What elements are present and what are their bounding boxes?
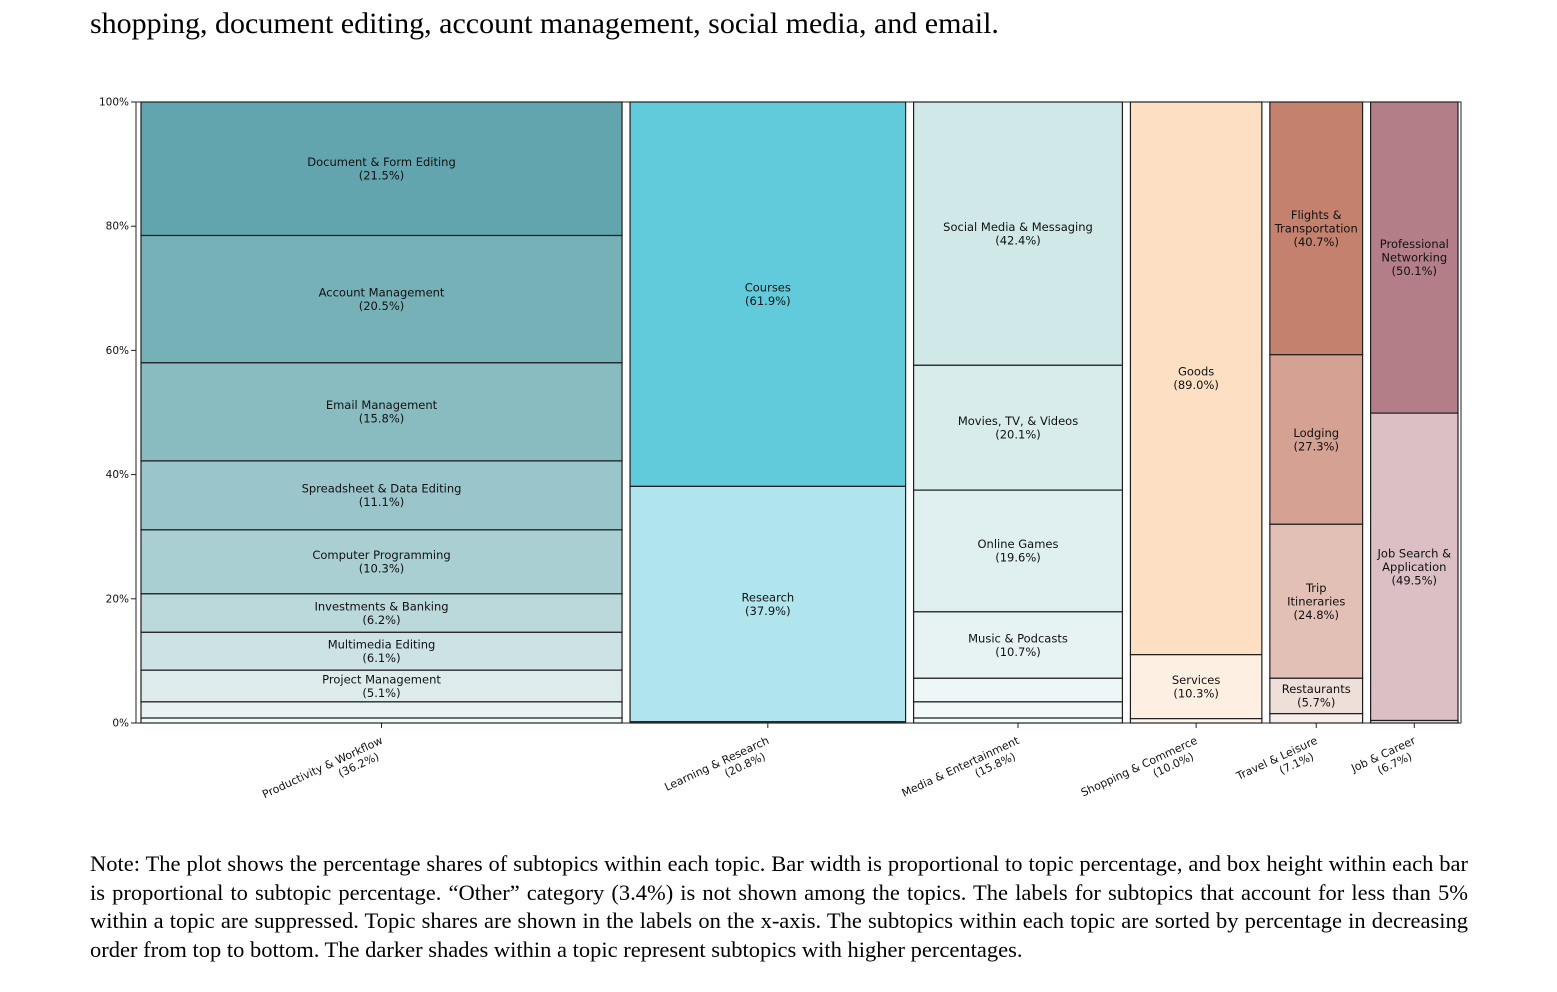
segment-label-flights-and-transportation: Flights & Transportation (40.7%) (1274, 208, 1358, 249)
y-tick-label: 100% (99, 97, 129, 109)
segment-project-management (140, 669, 623, 703)
segment-label-job-search-and-application: Job Search & Application (49.5%) (1377, 546, 1452, 587)
plot-area: Document & Form Editing (21.5%) Account Ma… (140, 101, 1459, 724)
segment-label-research: Research (37.9%) (741, 590, 794, 618)
y-tick-label: 20% (106, 593, 129, 605)
y-tick-label: 40% (106, 469, 129, 481)
segment-small (912, 677, 1124, 703)
x-tick-label-learning-and-research: Learning & Research(20.8%) (662, 734, 776, 806)
segment-label-movies-tv-and-videos: Movies, TV, & Videos (20.1%) (958, 414, 1078, 442)
segment-trip-itineraries (1269, 523, 1364, 679)
segment-goods (1129, 101, 1263, 656)
segment-label-spreadsheet-and-data-editing: Spreadsheet & Data Editing (11.1%) (302, 482, 462, 510)
segment-small (140, 701, 623, 719)
x-tick-label-productivity-and-workflow: Productivity & Workflow(36.2%) (260, 734, 390, 813)
segment-label-services: Services (10.3%) (1172, 673, 1221, 701)
segment-research (629, 485, 907, 723)
segment-multimedia-editing (140, 631, 623, 671)
segment-label-document-and-form-editing: Document & Form Editing (21.5%) (307, 155, 456, 183)
segment-online-games (912, 489, 1124, 613)
topic-bar-travel-and-leisure: Flights & Transportation (40.7%) Lodging (27… (1269, 101, 1364, 724)
segment-account-management (140, 234, 623, 364)
y-tick-label: 80% (106, 221, 129, 233)
topic-bar-media-and-entertainment: Social Media & Messaging (42.4%) Movies, T… (912, 101, 1124, 724)
segment-restaurants (1269, 677, 1364, 715)
segment-lodging (1269, 354, 1364, 525)
y-tick-label: 0% (112, 718, 129, 730)
segment-flights-and-transportation (1269, 101, 1364, 356)
chart-note: Note: The plot shows the percentage shar… (90, 851, 1468, 962)
segment-label-email-management: Email Management (15.8%) (326, 398, 438, 426)
topic-bar-productivity-and-workflow: Document & Form Editing (21.5%) Account Ma… (140, 101, 623, 724)
segment-investments-and-banking (140, 593, 623, 633)
y-tick-label: 60% (106, 345, 129, 357)
segment-document-and-form-editing (140, 101, 623, 237)
segment-small (1129, 718, 1263, 724)
segment-email-management (140, 362, 623, 462)
segment-label-project-management: Project Management (5.1%) (322, 672, 441, 700)
segment-courses (629, 101, 907, 487)
segment-label-lodging: Lodging (27.3%) (1293, 426, 1339, 454)
x-tick-label-job-and-career: Job & Career(6.7%) (1348, 734, 1423, 787)
segment-label-restaurants: Restaurants (5.7%) (1282, 682, 1351, 710)
topic-bar-learning-and-research: Courses (61.9%) Research (37.9%) (629, 101, 907, 724)
x-tick-label-media-and-entertainment: Media & Entertainment(15.8%) (900, 734, 1028, 812)
segment-small (1269, 713, 1364, 724)
segment-label-courses: Courses (61.9%) (745, 280, 791, 308)
segment-small (912, 717, 1124, 724)
segment-label-computer-programming: Computer Programming (10.3%) (312, 548, 450, 576)
segment-social-media-and-messaging (912, 101, 1124, 366)
segment-label-trip-itineraries: Trip Itineraries (24.8%) (1287, 581, 1345, 622)
segment-small (140, 717, 623, 724)
mosaic-chart: Document & Form Editing (21.5%) Account Ma… (99, 97, 1462, 813)
segment-label-professional-networking: Professional Networking (50.1%) (1380, 237, 1449, 278)
x-tick-label-travel-and-leisure: Travel & Leisure(7.1%) (1234, 734, 1326, 795)
segment-small (912, 701, 1124, 719)
segment-label-investments-and-banking: Investments & Banking (6.2%) (314, 599, 448, 627)
topic-bar-shopping-and-commerce: Goods (89.0%) Services (10.3%) (1129, 101, 1263, 724)
segment-label-music-and-podcasts: Music & Podcasts (10.7%) (968, 631, 1068, 659)
segment-music-and-podcasts (912, 611, 1124, 679)
segment-label-multimedia-editing: Multimedia Editing (6.1%) (328, 638, 436, 666)
segment-label-social-media-and-messaging: Social Media & Messaging (42.4%) (943, 220, 1093, 248)
intro-text: shopping, document editing, account mana… (90, 7, 999, 40)
x-tick-label-shopping-and-commerce: Shopping & Commerce(10.0%) (1079, 734, 1205, 811)
topic-bar-job-and-career: Professional Networking (50.1%) Job Search … (1369, 101, 1459, 724)
segment-movies-tv-and-videos (912, 364, 1124, 491)
plot-frame (135, 101, 1462, 724)
segment-label-online-games: Online Games (19.6%) (978, 537, 1059, 565)
segment-services (1129, 654, 1263, 720)
segment-label-goods: Goods (89.0%) (1173, 365, 1219, 393)
segment-label-account-management: Account Management (20.5%) (319, 285, 445, 313)
